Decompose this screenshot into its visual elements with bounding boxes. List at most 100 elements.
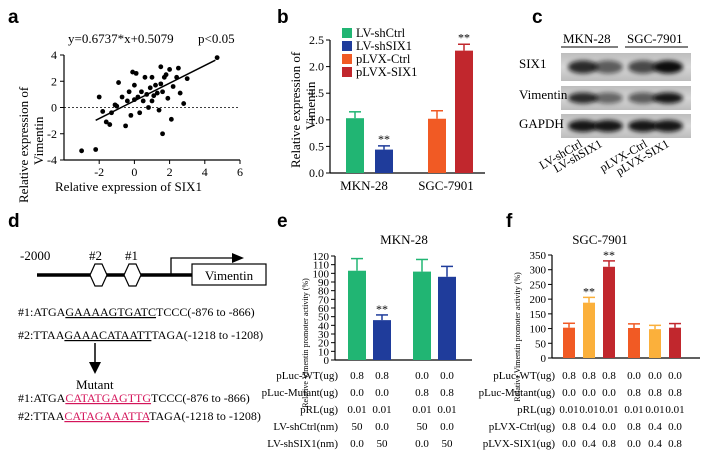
e-ytick-label: 90 [318, 277, 330, 289]
e-cell: 0.0 [375, 421, 389, 433]
e-cell: 0.8 [350, 370, 364, 382]
a-point [109, 110, 114, 116]
f-cell: 0.8 [582, 370, 596, 382]
a-point [147, 85, 153, 91]
panel-e: e MKN-28 Relative Vimentin promoter acti… [262, 211, 472, 450]
e-cell: 0.01 [372, 404, 391, 416]
f-cell: 0.8 [602, 438, 616, 450]
a-point [132, 97, 137, 103]
a-point [128, 112, 134, 118]
panel-a-xlabel: Relative expression of SIX1 [55, 179, 202, 194]
f-ytick-label: 200 [530, 294, 547, 306]
f-row-label: pLuc-Mutant(ug) [479, 387, 556, 399]
a-point [93, 147, 99, 152]
e-cell: 0.0 [440, 370, 454, 382]
e-cell: 0.8 [440, 387, 454, 399]
b-ytick-label: 2.0 [309, 60, 324, 74]
tss-arrow-line [170, 257, 232, 275]
f-cell: 0.01 [559, 404, 578, 416]
f-ytick-label: 150 [530, 309, 547, 321]
mut-seq-1: #1:ATGACATATGAGTTGTCCC(-876 to -866) [18, 391, 250, 405]
e-bar [348, 270, 366, 360]
e-cell: 50 [377, 438, 389, 450]
e-cell: 50 [442, 438, 454, 450]
a-point [165, 95, 171, 101]
f-bar [669, 327, 681, 358]
f-cell: 0.01 [624, 404, 643, 416]
a-ytick-label: 2 [51, 74, 57, 88]
panel-b-ylabel-2: Vimentin [303, 81, 318, 130]
f-row-label: pLVX-SIX1(ug) [483, 438, 556, 450]
a-point [170, 84, 176, 89]
promoter-start: -2000 [20, 248, 50, 263]
a-point [142, 74, 148, 80]
e-row-label: pRL(ug) [300, 404, 338, 416]
e-ytick-label: 120 [313, 251, 330, 263]
a-point [154, 90, 160, 96]
f-cell: 0.4 [582, 438, 596, 450]
b-legend-swatch [342, 67, 352, 77]
a-point [149, 74, 155, 80]
panel-e-bars: ** [348, 257, 456, 360]
a-point [181, 101, 187, 106]
a-point [149, 98, 155, 104]
a-point [144, 91, 150, 97]
f-bar [583, 302, 595, 358]
f-cell: 0.01 [665, 404, 684, 416]
a-fit-line [95, 59, 216, 121]
e-ytick-label: 50 [318, 312, 330, 324]
panel-a-label: a [8, 7, 19, 28]
f-cell: 0.8 [627, 421, 641, 433]
f-cell: 0.01 [579, 404, 598, 416]
b-bar [455, 50, 473, 173]
e-bar [438, 276, 456, 360]
b-legend-label: pLVX-SIX1 [356, 65, 417, 79]
f-ytick-label: 0 [541, 353, 547, 365]
a-point [139, 89, 144, 95]
b-ytick-label: 1.5 [309, 86, 324, 100]
f-cell: 0.0 [668, 370, 682, 382]
f-cell: 0.4 [582, 421, 596, 433]
f-bar [628, 327, 640, 358]
panel-a-ylabel-1: Relative expression of [16, 86, 31, 203]
vimentin-gene-label: Vimentin [205, 268, 254, 283]
f-cell: 0.8 [627, 387, 641, 399]
f-cell: 0.0 [668, 421, 682, 433]
b-legend-swatch [342, 54, 352, 64]
a-point [184, 76, 190, 82]
panel-e-ylabel: Relative Vimentin promoter activity (%) [301, 278, 310, 408]
mutant-arrow-head [89, 362, 101, 374]
f-row-label: pRL(ug) [517, 404, 555, 416]
blot-row-label-vimentin: Vimentin [519, 87, 568, 102]
panel-f-title: SGC-7901 [572, 232, 628, 247]
panel-a-points [79, 55, 220, 154]
e-ytick-label: 10 [318, 346, 330, 358]
a-point [167, 67, 173, 72]
panel-d-label: d [8, 211, 20, 232]
e-ytick-label: 60 [318, 303, 330, 315]
panel-c-label: c [532, 7, 543, 28]
blot-band [628, 92, 658, 104]
b-category-1: MKN-28 [340, 178, 388, 193]
e-row-label: LV-shCtrl(nm) [273, 421, 338, 433]
f-cell: 0.8 [648, 387, 662, 399]
b-legend-swatch [342, 41, 352, 51]
f-cell: 0.01 [599, 404, 618, 416]
f-cell: 0.4 [648, 421, 662, 433]
b-legend-swatch [342, 28, 352, 38]
b-sig: ** [458, 30, 470, 44]
e-cell: 0.0 [415, 370, 429, 382]
a-xtick-label: 4 [202, 165, 208, 179]
a-point [100, 109, 106, 114]
vimentin-gene-box [191, 263, 267, 286]
e-cell: 0.01 [412, 404, 431, 416]
f-ytick-label: 300 [530, 265, 547, 277]
a-point [151, 93, 157, 99]
b-sig: ** [378, 132, 390, 146]
b-category-2: SGC-7901 [418, 178, 474, 193]
site-2-label: #2 [89, 248, 102, 263]
blot-band [628, 120, 658, 132]
mut-seq-2: #2:TTAACATAGAAATTATAGA(-1218 to -1208) [18, 409, 261, 423]
f-bar [563, 327, 575, 358]
e-cell: 0.8 [375, 370, 389, 382]
